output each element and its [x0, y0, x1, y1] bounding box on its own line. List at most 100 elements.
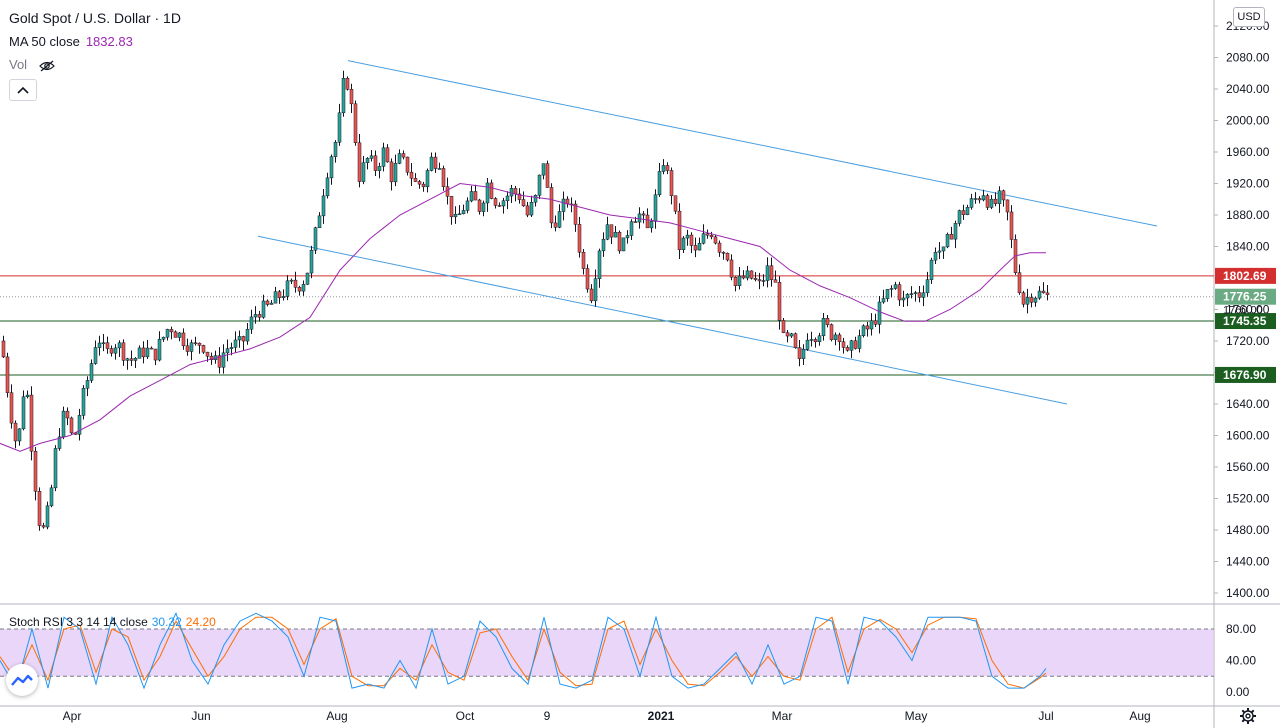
- candle-body: [593, 278, 598, 302]
- candle-body: [653, 194, 658, 222]
- candle-body: [713, 236, 718, 244]
- candle-body: [753, 278, 758, 280]
- candle-body: [701, 233, 706, 244]
- candle-body: [681, 237, 686, 250]
- candle-body: [913, 292, 918, 294]
- candle-body: [629, 221, 634, 236]
- candle-body: [417, 181, 422, 185]
- candle-body: [221, 352, 226, 368]
- symbol-title[interactable]: Gold Spot / U.S. Dollar · 1D: [9, 10, 181, 26]
- candle-body: [949, 234, 954, 240]
- candle-body: [933, 251, 938, 261]
- ma-value: 1832.83: [85, 34, 133, 49]
- candle-body: [729, 259, 734, 278]
- candle-body: [341, 78, 346, 114]
- ma50-line[interactable]: [0, 182, 1046, 452]
- candle-body: [269, 302, 274, 305]
- stoch-d-line[interactable]: [0, 616, 1047, 689]
- trend-line[interactable]: [257, 235, 1068, 405]
- x-tick-label: Jul: [1038, 709, 1053, 723]
- candle-body: [141, 347, 146, 358]
- candle-body: [589, 288, 594, 302]
- current-price-label: 1776.25: [1223, 290, 1267, 304]
- candle-body: [501, 200, 506, 207]
- candle-body: [805, 339, 810, 350]
- candle-body: [45, 505, 50, 528]
- candle-body: [529, 202, 534, 216]
- countdown-label: 1760.00: [1223, 305, 1263, 317]
- candle-body: [289, 279, 294, 282]
- candle-body: [421, 183, 426, 188]
- collapse-legend-button[interactable]: [9, 79, 37, 101]
- candle-body: [165, 329, 170, 338]
- candle-body: [781, 320, 786, 333]
- x-tick-label: Oct: [456, 709, 475, 723]
- candle-body: [249, 316, 254, 330]
- y-tick-label: 2000.00: [1226, 114, 1270, 128]
- candle-body: [1025, 297, 1030, 305]
- candle-body: [485, 182, 490, 204]
- candle-body: [969, 198, 974, 208]
- candle-body: [81, 387, 86, 416]
- stoch-k-line[interactable]: [0, 612, 1047, 690]
- candle-body: [105, 342, 110, 349]
- stoch-tick-label: 0.00: [1226, 685, 1250, 699]
- resistance-price-label: 1802.69: [1223, 269, 1267, 283]
- candle-body: [1041, 290, 1046, 294]
- candle-body: [321, 195, 326, 217]
- candle-body: [229, 347, 234, 349]
- currency-button[interactable]: USD: [1233, 7, 1265, 27]
- candle-body: [381, 147, 386, 167]
- candle-body: [505, 195, 510, 202]
- volume-legend[interactable]: Vol: [9, 57, 55, 73]
- candle-body: [1029, 297, 1034, 303]
- candle-body: [517, 193, 522, 200]
- candle-body: [49, 487, 54, 507]
- candle-body: [561, 198, 566, 212]
- candle-body: [469, 191, 474, 202]
- candle-body: [65, 410, 70, 419]
- candle-body: [577, 224, 582, 253]
- candle-body: [169, 329, 174, 333]
- gear-icon[interactable]: [1239, 707, 1257, 725]
- candle-body: [13, 422, 18, 442]
- tradingview-logo-button[interactable]: [6, 664, 38, 696]
- x-tick-label: Apr: [63, 709, 82, 723]
- candle-body: [121, 342, 126, 361]
- candle-body: [925, 279, 930, 294]
- candle-body: [761, 280, 766, 282]
- candle-body: [1045, 292, 1050, 295]
- candle-body: [1017, 272, 1022, 294]
- candle-body: [385, 147, 390, 163]
- candle-body: [929, 259, 934, 280]
- candle-body: [665, 165, 670, 171]
- candle-body: [253, 314, 258, 318]
- candle-body: [985, 195, 990, 208]
- candle-body: [17, 428, 22, 442]
- candle-body: [209, 355, 214, 361]
- candle-body: [757, 279, 762, 282]
- candle-body: [873, 320, 878, 325]
- candle-body: [1, 340, 6, 358]
- hidden-eye-icon[interactable]: [38, 60, 55, 72]
- candle-body: [277, 291, 282, 298]
- candle-body: [257, 314, 262, 318]
- candle-body: [1037, 290, 1042, 299]
- candle-body: [93, 347, 98, 364]
- candle-body: [189, 342, 194, 352]
- candle-body: [845, 347, 850, 351]
- candle-body: [157, 338, 162, 361]
- candle-body: [261, 300, 266, 318]
- candle-body: [161, 336, 166, 340]
- candle-body: [897, 284, 902, 301]
- trend-line[interactable]: [347, 60, 1158, 227]
- candle-body: [989, 198, 994, 208]
- candle-body: [909, 293, 914, 295]
- candle-body: [297, 287, 302, 292]
- ma-legend[interactable]: MA 50 close 1832.83: [9, 34, 133, 50]
- stoch-band: [0, 629, 1214, 677]
- stoch-rsi-legend[interactable]: Stoch RSI 3 3 14 14 close 30.32 24.20: [9, 614, 216, 630]
- candle-body: [769, 265, 774, 281]
- candle-body: [53, 448, 58, 489]
